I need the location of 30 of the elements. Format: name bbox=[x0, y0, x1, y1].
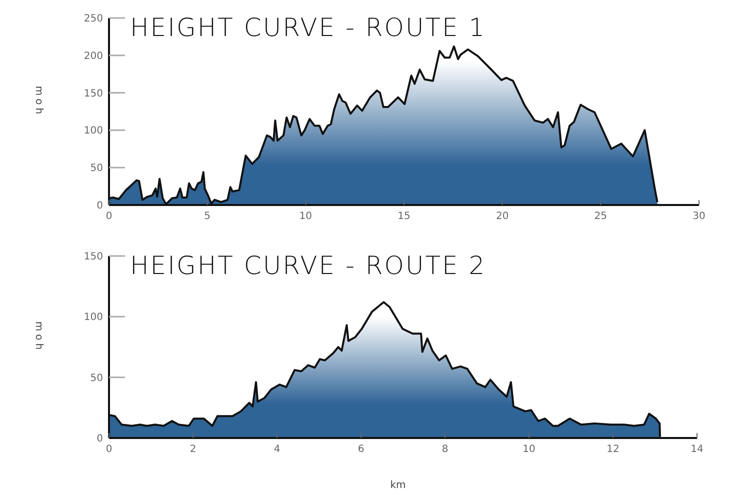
y-axis-title: moh bbox=[33, 86, 44, 118]
x-tick-label: 12 bbox=[606, 444, 620, 455]
y-tick-label: 200 bbox=[84, 50, 103, 62]
y-tick-label: 50 bbox=[90, 372, 103, 384]
x-axis-title: km bbox=[390, 480, 406, 491]
y-tick-label: 0 bbox=[96, 200, 103, 212]
x-tick-label: 0 bbox=[106, 444, 112, 455]
y-tick-label: 100 bbox=[84, 312, 103, 324]
x-tick-label: 10 bbox=[522, 444, 536, 455]
x-tick-label: 5 bbox=[204, 211, 211, 222]
x-tick-label: 8 bbox=[442, 444, 448, 455]
y-tick-label: 150 bbox=[84, 88, 103, 100]
x-tick-label: 15 bbox=[398, 211, 410, 222]
y-tick-label: 50 bbox=[90, 163, 103, 174]
x-tick-label: 2 bbox=[190, 444, 196, 455]
chart-title: HEIGHT CURVE - ROUTE 1 bbox=[130, 13, 486, 42]
y-tick-label: 100 bbox=[84, 126, 103, 137]
x-tick-label: 0 bbox=[106, 211, 112, 222]
x-tick-label: 4 bbox=[274, 444, 280, 455]
x-tick-label: 14 bbox=[690, 444, 704, 455]
y-tick-label: 250 bbox=[84, 14, 103, 24]
y-tick-label: 150 bbox=[84, 252, 103, 262]
x-tick-label: 30 bbox=[692, 211, 706, 222]
x-tick-label: 6 bbox=[358, 444, 364, 455]
x-tick-label: 25 bbox=[594, 211, 608, 222]
y-axis-title: moh bbox=[33, 321, 44, 353]
x-tick-label: 10 bbox=[299, 211, 312, 222]
y-tick-label: 0 bbox=[96, 434, 103, 444]
x-tick-label: 20 bbox=[496, 211, 509, 222]
chart-title: HEIGHT CURVE - ROUTE 2 bbox=[130, 251, 486, 280]
